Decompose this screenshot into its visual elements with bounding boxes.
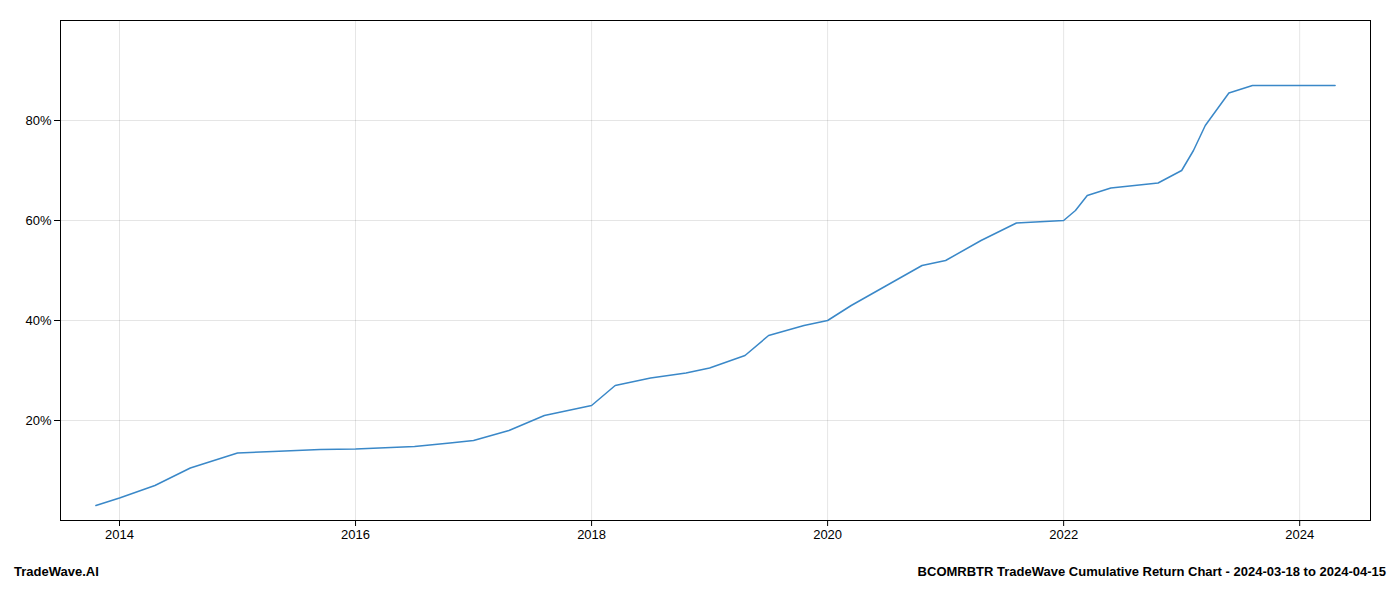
svg-text:2022: 2022: [1049, 527, 1078, 542]
svg-text:2020: 2020: [813, 527, 842, 542]
html-text:BCOMRBTR TradeWave Cumulative: BCOMRBTR TradeWave Cumulative Return Cha…: [917, 564, 1386, 579]
svg-text:60%: 60%: [25, 213, 51, 228]
svg-text:80%: 80%: [25, 113, 51, 128]
svg-text:2024: 2024: [1285, 527, 1314, 542]
svg-text:2014: 2014: [105, 527, 134, 542]
svg-text:2016: 2016: [341, 527, 370, 542]
html-text:TradeWave.AI: TradeWave.AI: [14, 564, 99, 579]
svg-text:2018: 2018: [577, 527, 606, 542]
svg-text:40%: 40%: [25, 313, 51, 328]
svg-text:20%: 20%: [25, 413, 51, 428]
